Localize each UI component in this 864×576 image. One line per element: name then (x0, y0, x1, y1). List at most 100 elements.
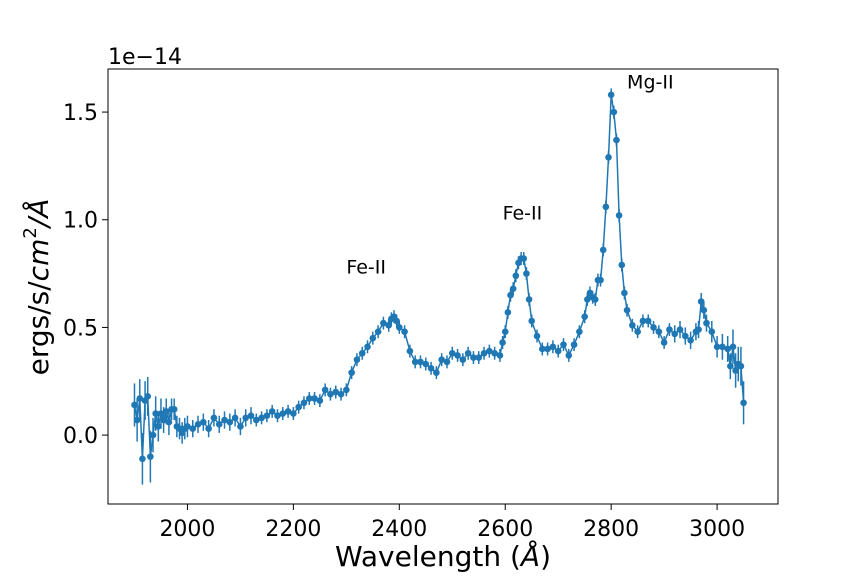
data-point (194, 421, 202, 428)
data-point (369, 334, 377, 342)
data-point (433, 369, 440, 376)
data-point (411, 358, 419, 366)
data-point (607, 91, 615, 99)
data-point (210, 414, 218, 422)
data-point (591, 296, 599, 303)
data-point (713, 343, 721, 351)
x-axis-title-close: ) (540, 540, 551, 573)
data-point (427, 365, 435, 372)
data-point (321, 386, 329, 394)
y-tick-label: 1.5 (63, 101, 98, 126)
data-point (732, 367, 739, 374)
y-offset-label: 1e−14 (108, 45, 182, 70)
data-point (697, 298, 705, 305)
data-point (554, 347, 562, 355)
data-point (570, 341, 578, 348)
x-axis-ticks: 2000 2200 2400 2600 2800 3000 (159, 504, 745, 542)
data-point (639, 317, 647, 325)
data-point (242, 414, 250, 422)
data-point (131, 401, 138, 409)
data-point (700, 306, 708, 314)
data-point (406, 347, 414, 355)
data-point (499, 339, 506, 346)
data-point (737, 362, 745, 370)
annotations: Fe-II Fe-II Mg-II (346, 71, 673, 278)
data-point (523, 270, 530, 277)
x-tick-label: 2800 (583, 517, 639, 542)
data-point (605, 153, 612, 161)
data-point (226, 418, 234, 426)
data-point (353, 356, 361, 364)
data-point (549, 343, 557, 351)
data-point (454, 352, 461, 359)
data-point (621, 289, 628, 297)
data-point (300, 399, 308, 407)
data-point (393, 317, 400, 325)
y-axis-title-unit-tail: /Å (21, 199, 55, 231)
data-point (170, 405, 178, 413)
data-point (544, 345, 551, 353)
data-point (613, 136, 620, 144)
data-point (581, 313, 588, 320)
data-point (504, 309, 512, 316)
data-point (610, 108, 618, 116)
data-point (682, 332, 689, 340)
data-point (629, 321, 636, 329)
y-tick-label: 0.5 (63, 316, 98, 341)
x-tick-label: 2600 (477, 517, 533, 542)
data-point (284, 408, 292, 415)
data-point (565, 352, 573, 359)
data-point (533, 332, 541, 340)
data-point (666, 326, 673, 333)
data-point (295, 403, 302, 411)
data-point (374, 328, 382, 336)
data-point (687, 337, 694, 344)
data-point (274, 412, 281, 420)
data-point (144, 393, 152, 400)
data-point (655, 328, 663, 336)
plot-marks (131, 88, 747, 485)
data-point (237, 423, 244, 430)
data-point (348, 369, 355, 376)
data-point (443, 358, 451, 366)
data-point (215, 421, 223, 428)
data-point (729, 343, 737, 351)
data-point (660, 339, 668, 346)
y-axis-title-exponent: 2 (20, 227, 41, 238)
data-point (290, 410, 297, 417)
data-point (337, 390, 345, 398)
data-point (676, 326, 684, 333)
data-point (205, 425, 212, 432)
data-point (599, 246, 607, 254)
data-point (221, 416, 228, 424)
data-point (268, 408, 276, 415)
data-point (147, 453, 154, 460)
data-point (724, 345, 731, 353)
data-point (507, 291, 514, 299)
data-point (311, 395, 318, 402)
plot-frame (107, 68, 779, 505)
x-tick-label: 3000 (689, 517, 745, 542)
data-point (316, 397, 324, 404)
data-point (358, 349, 366, 357)
y-axis-title: ergs/s/cm2/Å (20, 199, 55, 376)
data-point (740, 399, 747, 407)
data-point (719, 343, 726, 351)
data-point (496, 352, 504, 359)
data-point (160, 416, 167, 424)
data-point (380, 319, 387, 327)
annotation-label: Fe-II (503, 203, 543, 225)
data-point (470, 354, 477, 361)
data-point (512, 272, 520, 280)
x-axis-title-unit: Å (519, 539, 540, 573)
data-point (703, 319, 710, 327)
data-point (459, 356, 467, 364)
data-point (189, 425, 197, 432)
data-point (385, 321, 393, 329)
data-point (671, 330, 679, 338)
data-point (200, 418, 207, 426)
data-point (602, 203, 610, 211)
x-tick-label: 2000 (159, 517, 215, 542)
data-point (438, 356, 445, 364)
data-point (364, 343, 371, 351)
